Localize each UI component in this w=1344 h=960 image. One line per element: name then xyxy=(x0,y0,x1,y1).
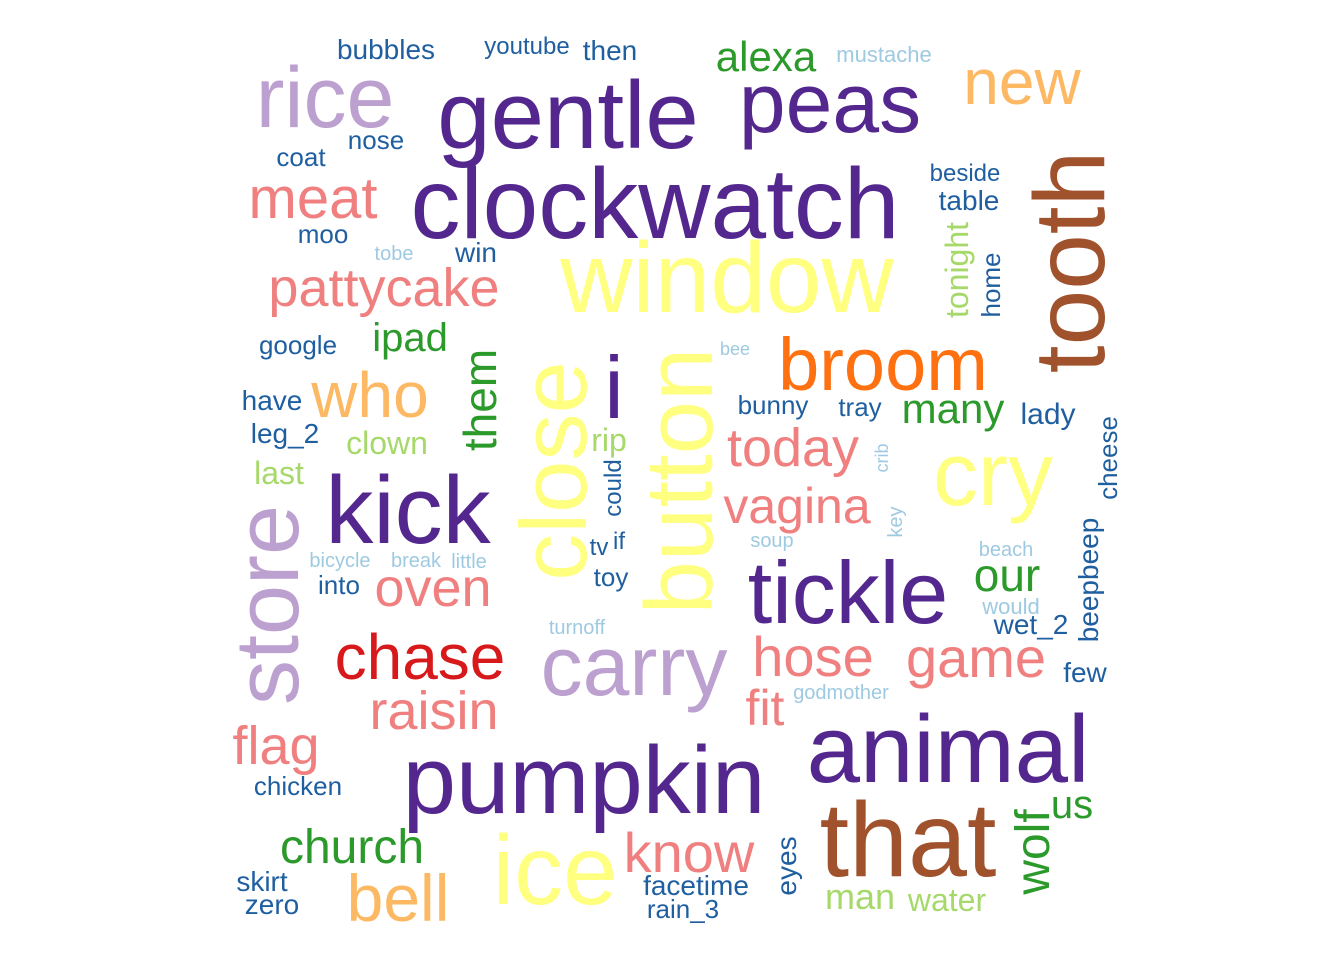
word-pumpkin: pumpkin xyxy=(403,727,766,834)
word-carry: carry xyxy=(541,619,728,713)
word-moo: moo xyxy=(298,219,349,249)
word-tonight: tonight xyxy=(939,222,975,318)
word-key: key xyxy=(885,506,907,537)
word-hose: hose xyxy=(752,625,873,688)
word-wolf: wolf xyxy=(1007,809,1060,896)
word-youtube: youtube xyxy=(484,33,569,60)
word-break: break xyxy=(391,550,442,572)
word-i: i xyxy=(604,338,624,437)
word-have: have xyxy=(242,385,303,416)
word-beepbeep: beepbeep xyxy=(1073,518,1104,643)
word-raisin: raisin xyxy=(369,681,498,741)
word-zero: zero xyxy=(245,889,299,920)
word-could: could xyxy=(600,459,627,516)
word-skirt: skirt xyxy=(236,866,288,897)
word-that: that xyxy=(820,781,997,899)
word-toy: toy xyxy=(594,562,629,592)
word-man: man xyxy=(825,876,895,917)
word-many: many xyxy=(902,385,1005,432)
word-mustache: mustache xyxy=(836,42,931,67)
word-alexa: alexa xyxy=(716,33,817,80)
word-rice: rice xyxy=(256,50,395,146)
word-animal: animal xyxy=(807,696,1090,803)
word-clockwatch: clockwatch xyxy=(410,148,899,260)
word-table: table xyxy=(939,185,1000,216)
word-google: google xyxy=(259,330,337,360)
word-us: us xyxy=(1051,783,1093,827)
word-into: into xyxy=(318,570,360,600)
word-home: home xyxy=(976,252,1006,317)
word-store: store xyxy=(218,505,318,705)
word-facetime: facetime xyxy=(643,870,749,901)
word-bubbles: bubbles xyxy=(337,34,435,65)
word-ipad: ipad xyxy=(372,316,448,360)
word-beside: beside xyxy=(930,160,1001,187)
word-them: them xyxy=(454,349,506,451)
word-peas: peas xyxy=(739,56,921,150)
word-church: church xyxy=(280,821,424,874)
word-tobe: tobe xyxy=(375,243,414,265)
word-bell: bell xyxy=(347,861,450,935)
word-eyes: eyes xyxy=(771,836,802,895)
word-little: little xyxy=(451,551,487,573)
word-godmother: godmother xyxy=(793,682,889,704)
word-close: close xyxy=(501,361,606,580)
word-win: win xyxy=(454,237,497,268)
word-leg-2: leg_2 xyxy=(251,418,320,449)
word-bunny: bunny xyxy=(738,390,809,420)
word-beach: beach xyxy=(979,539,1034,561)
word-cheese: cheese xyxy=(1093,416,1123,500)
word-chicken: chicken xyxy=(254,771,342,801)
word-our: our xyxy=(974,549,1040,601)
word-bee: bee xyxy=(720,339,750,359)
word-crib: crib xyxy=(872,443,892,472)
word-window: window xyxy=(559,222,894,334)
word-few: few xyxy=(1063,657,1107,688)
word-tray: tray xyxy=(838,392,881,422)
word-water: water xyxy=(907,882,987,918)
word-tooth: tooth xyxy=(1014,151,1126,373)
word-rain-3: rain_3 xyxy=(647,894,719,924)
word-game: game xyxy=(906,626,1046,689)
word-rip: rip xyxy=(591,422,627,458)
word-coat: coat xyxy=(276,142,326,172)
word-button: button xyxy=(626,348,733,615)
word-who: who xyxy=(310,359,428,431)
word-meat: meat xyxy=(249,166,378,231)
word-new: new xyxy=(963,46,1081,118)
word-flag: flag xyxy=(232,716,319,776)
word-oven: oven xyxy=(374,558,491,618)
word-would: would xyxy=(981,594,1039,619)
word-fit: fit xyxy=(746,680,785,736)
word-vagina: vagina xyxy=(723,478,871,534)
word-ice: ice xyxy=(492,815,617,925)
word-wet-2: wet_2 xyxy=(993,609,1069,640)
word-turnoff: turnoff xyxy=(549,617,606,639)
word-know: know xyxy=(624,821,755,884)
word-nose: nose xyxy=(348,125,404,155)
word-clown: clown xyxy=(346,425,428,461)
word-pattycake: pattycake xyxy=(268,258,499,318)
word-chase: chase xyxy=(335,621,506,693)
word-bicycle: bicycle xyxy=(309,550,370,572)
word-kick: kick xyxy=(325,457,491,564)
word-gentle: gentle xyxy=(437,62,699,169)
word-last: last xyxy=(254,455,304,491)
word-then: then xyxy=(583,35,638,66)
word-today: today xyxy=(727,418,859,478)
word-tv: tv xyxy=(590,534,609,561)
word-broom: broom xyxy=(778,323,988,406)
word-cry: cry xyxy=(933,425,1053,525)
word-soup: soup xyxy=(750,530,793,552)
word-tickle: tickle xyxy=(748,543,949,642)
word-if: if xyxy=(613,528,625,555)
word-lady: lady xyxy=(1020,398,1075,431)
